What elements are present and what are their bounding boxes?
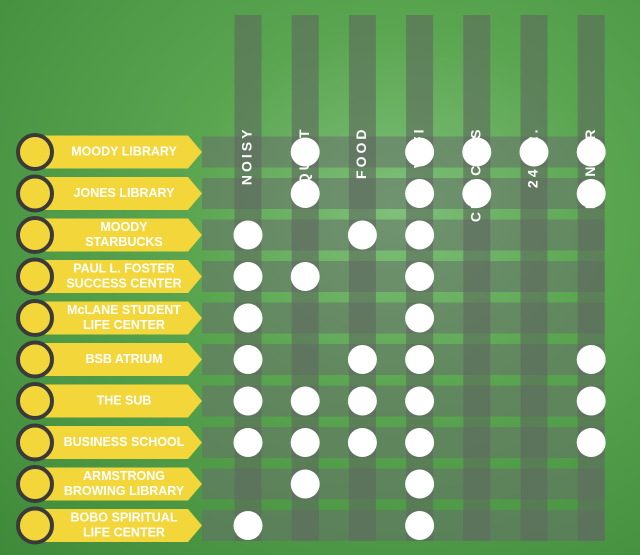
data-point	[290, 428, 320, 457]
row-label-tag	[36, 218, 202, 252]
data-point	[347, 345, 377, 374]
row-label-tag	[36, 135, 202, 169]
row-label-text: BSB ATRIUM	[85, 352, 162, 366]
row-marker-circle	[16, 299, 54, 337]
data-point	[233, 386, 263, 416]
data-point	[233, 511, 263, 540]
row-label-tag	[36, 260, 202, 293]
row-marker-circle	[16, 382, 54, 420]
data-point	[462, 137, 492, 167]
row-label-text: McLANE STUDENT	[67, 303, 181, 317]
data-point	[347, 220, 377, 250]
row-label-tag	[36, 509, 202, 542]
row-label-text: STARBUCKS	[85, 235, 163, 249]
data-point	[576, 179, 606, 208]
data-point	[290, 469, 320, 499]
row-label-text: LIFE CENTER	[83, 525, 165, 539]
data-point	[290, 137, 320, 167]
column-label: FOOD	[353, 127, 369, 179]
column-band	[520, 15, 548, 541]
data-point	[576, 137, 606, 167]
row-label-text: MOODY LIBRARY	[71, 144, 177, 158]
row-label-text: JONES LIBRARY	[74, 186, 176, 200]
row-label-text: SUCCESS CENTER	[66, 276, 181, 290]
row-marker-circle	[16, 423, 54, 462]
data-point	[290, 386, 320, 416]
column-band	[348, 15, 376, 541]
row-label-text: PAUL L. FOSTER	[73, 261, 175, 275]
data-point	[405, 262, 435, 291]
data-point	[290, 262, 320, 291]
row-label-text: ARMSTRONG	[83, 469, 165, 483]
row-label-tag	[36, 343, 202, 376]
row-marker-circle	[16, 340, 54, 379]
row-label-tag	[36, 426, 202, 459]
data-point	[576, 345, 606, 374]
data-point	[405, 386, 435, 416]
row-marker-circle	[16, 506, 54, 545]
column-band	[577, 15, 605, 541]
row-label-text: THE SUB	[97, 393, 152, 407]
data-point	[233, 345, 263, 374]
row-marker-circle	[16, 465, 54, 503]
row-label-tag	[36, 301, 202, 335]
row-label-text: BOBO SPIRITUAL	[71, 510, 178, 524]
row-label-tag	[36, 467, 202, 501]
data-point	[405, 179, 435, 208]
column-label: NOISY	[239, 127, 255, 186]
data-point	[519, 137, 549, 167]
data-point	[290, 179, 320, 208]
data-point	[405, 469, 435, 499]
data-point	[405, 137, 435, 167]
data-point	[233, 428, 263, 457]
data-point	[233, 220, 263, 250]
data-point	[233, 303, 263, 333]
row-marker-circle	[16, 133, 54, 171]
data-point	[405, 511, 435, 540]
data-point	[347, 386, 377, 416]
row-label-text: BROWING LIBRARY	[64, 484, 185, 498]
data-point	[405, 303, 435, 333]
data-point	[576, 386, 606, 416]
data-point	[347, 428, 377, 457]
data-point	[233, 262, 263, 291]
row-label-text: BUSINESS SCHOOL	[64, 435, 185, 449]
row-label-tag	[36, 177, 202, 210]
row-label-text: LIFE CENTER	[83, 318, 165, 332]
column-band	[463, 15, 491, 541]
row-label-tag	[36, 384, 202, 418]
row-marker-circle	[16, 257, 54, 296]
data-point	[405, 220, 435, 250]
row-marker-circle	[16, 216, 54, 254]
row-marker-circle	[16, 174, 54, 213]
row-label-text: MOODY	[100, 220, 148, 234]
data-point	[405, 428, 435, 457]
data-point	[576, 428, 606, 457]
data-point	[462, 179, 492, 208]
data-point	[405, 345, 435, 374]
